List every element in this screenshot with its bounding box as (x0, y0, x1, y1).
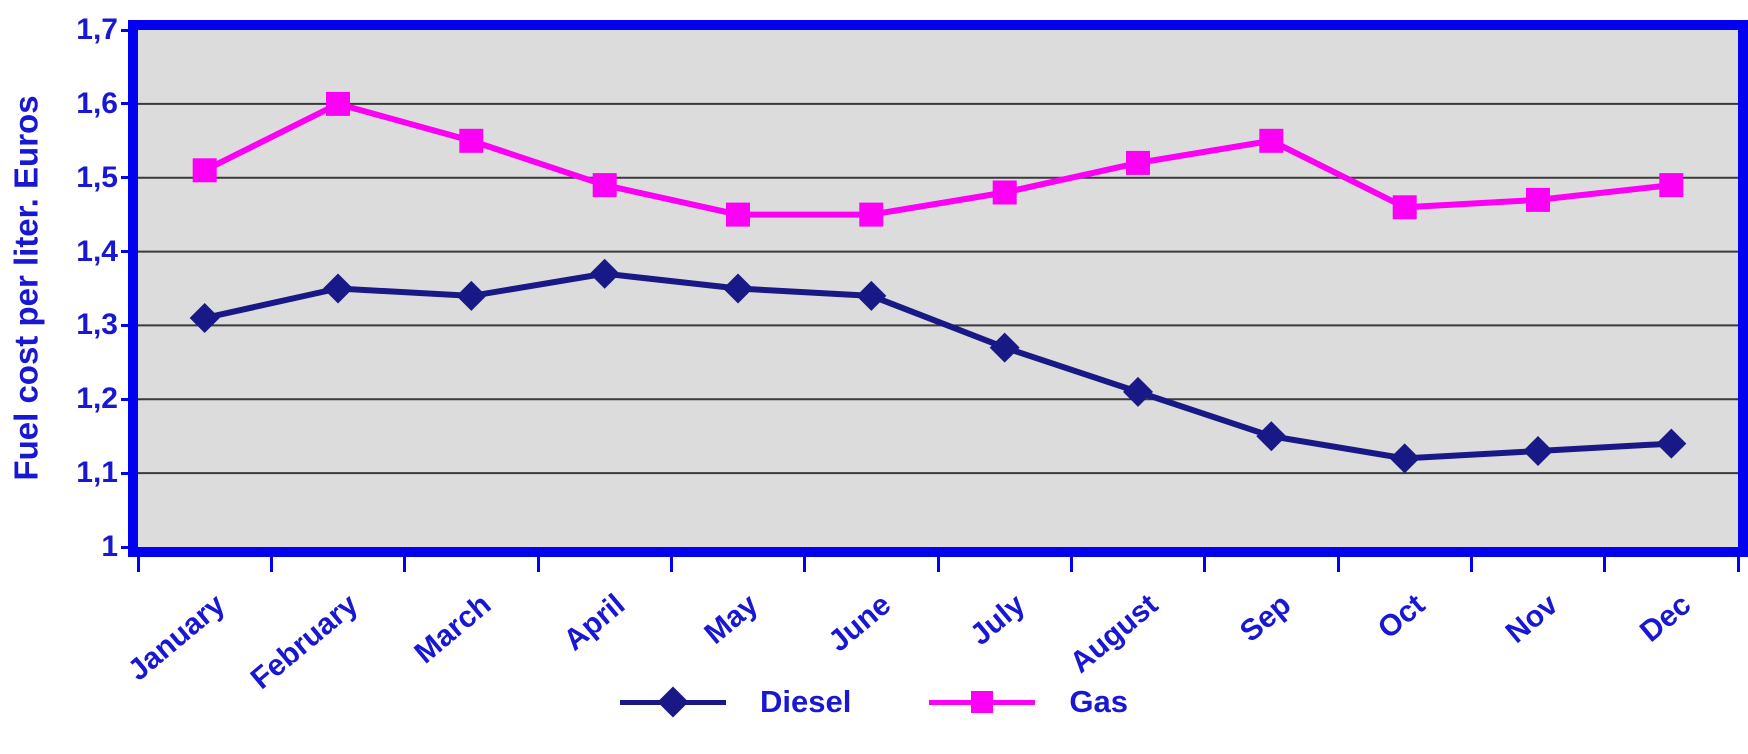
diesel-point (323, 273, 353, 304)
diesel-point (1256, 421, 1287, 452)
diesel-line (204, 270, 1672, 462)
gas-point (1392, 195, 1417, 220)
x-tick-mark (1069, 557, 1073, 572)
diesel-point (1523, 435, 1553, 466)
gas-line (203, 100, 1672, 218)
gas-point (1259, 128, 1284, 153)
legend-item-gas: Gas (929, 684, 1128, 720)
y-tick-label: 1,5 (76, 160, 118, 194)
gas-point (1126, 150, 1150, 175)
diesel-point (589, 258, 620, 289)
gas-point (192, 158, 217, 183)
x-tick-mark (1603, 557, 1607, 572)
plot-canvas (138, 91, 1738, 475)
gas-point (859, 202, 884, 227)
x-tick-mark (136, 557, 140, 572)
x-axis-label-march: March (408, 587, 498, 671)
x-axis-label-oct: Oct (1371, 587, 1431, 646)
x-axis-label-sep: Sep (1234, 587, 1298, 649)
x-axis-label-january: January (121, 587, 231, 688)
x-axis-label-july: July (963, 587, 1031, 652)
x-axis-label-april: April (557, 587, 631, 658)
x-axis-label-nov: Nov (1499, 587, 1565, 650)
y-tick-label: 1,7 (76, 13, 118, 46)
gas-point (326, 91, 350, 116)
y-tick-label: 1,6 (76, 86, 118, 120)
gas-square-icon (971, 691, 994, 713)
x-axis-label-may: May (698, 587, 765, 651)
x-tick-mark (1203, 557, 1207, 572)
diesel-point (1656, 428, 1687, 459)
y-tick-label: 1,4 (76, 234, 118, 268)
diesel-point (989, 332, 1020, 363)
y-tick-label: 1,1 (76, 456, 118, 490)
legend-swatch-diesel (620, 686, 727, 718)
y-tick-label: 1,2 (76, 382, 118, 416)
legend-item-diesel: Diesel (620, 684, 851, 720)
legend-label-diesel: Diesel (760, 684, 852, 719)
legend-swatch-gas (929, 687, 1036, 717)
gas-point (1659, 173, 1684, 198)
x-tick-mark (669, 557, 673, 572)
diesel-point (723, 273, 753, 304)
gas-point (726, 202, 750, 227)
x-axis-label-february: February (244, 587, 365, 696)
x-tick-mark (536, 557, 540, 572)
gas-point (1526, 187, 1550, 212)
x-tick-mark (1469, 557, 1473, 572)
gas-point (459, 128, 484, 153)
x-tick-mark (1336, 557, 1340, 572)
diesel-point (1389, 443, 1420, 474)
x-axis-label-dec: Dec (1634, 587, 1698, 649)
diesel-point (1123, 376, 1153, 407)
diesel-point (189, 303, 220, 334)
gas-point (592, 173, 617, 198)
x-tick-mark (803, 557, 807, 572)
gas-point (992, 180, 1017, 205)
y-tick-label: 1 (101, 530, 118, 563)
x-tick-mark (1736, 557, 1740, 572)
legend: Diesel Gas (0, 684, 1748, 720)
plot-area (128, 20, 1748, 557)
y-tick-label: 1,3 (76, 308, 118, 342)
x-tick-mark (403, 557, 407, 572)
diesel-diamond-icon (657, 686, 689, 718)
x-axis-label-june: June (822, 587, 898, 659)
diesel-point (856, 280, 887, 311)
x-tick-mark (936, 557, 940, 572)
diesel-point (456, 280, 487, 311)
x-tick-mark (269, 557, 273, 572)
x-axis-label-august: August (1063, 587, 1165, 680)
legend-label-gas: Gas (1069, 684, 1128, 719)
